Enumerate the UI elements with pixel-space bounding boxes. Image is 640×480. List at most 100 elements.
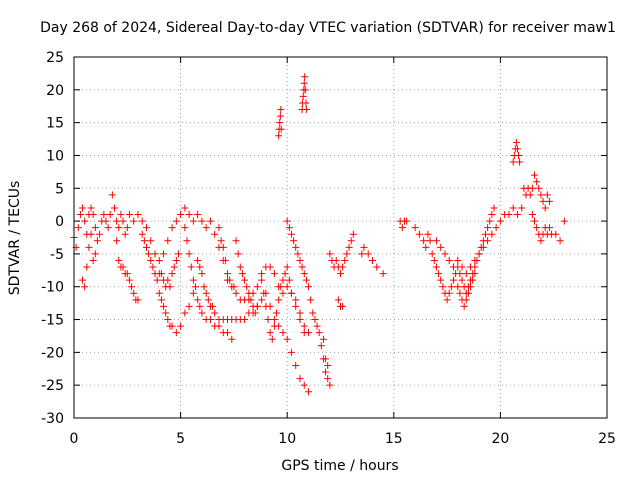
data-point <box>113 217 121 225</box>
data-point <box>509 204 517 212</box>
data-point <box>479 243 487 251</box>
data-point <box>277 283 285 291</box>
y-tick-label: -20 <box>41 345 64 361</box>
data-point <box>202 224 210 232</box>
data-point <box>245 289 253 297</box>
data-point <box>81 217 89 225</box>
data-point <box>415 230 423 238</box>
data-point <box>512 138 520 146</box>
data-point <box>215 224 223 232</box>
axis-ticks <box>73 56 608 419</box>
data-point <box>89 211 97 219</box>
data-point <box>247 296 255 304</box>
data-point <box>296 316 304 324</box>
data-point <box>172 217 180 225</box>
data-point <box>108 191 116 199</box>
data-point <box>253 302 261 310</box>
data-point <box>556 237 564 245</box>
data-point <box>445 256 453 264</box>
data-points <box>70 73 568 396</box>
data-point <box>76 211 84 219</box>
data-point <box>332 256 340 264</box>
data-point <box>198 270 206 278</box>
y-tick-label: -25 <box>41 378 64 394</box>
data-point <box>125 276 133 284</box>
data-point <box>537 237 545 245</box>
y-tick-label: 10 <box>46 148 64 164</box>
data-point <box>475 250 483 258</box>
data-point <box>151 250 159 258</box>
data-point <box>490 204 498 212</box>
data-point <box>279 289 287 297</box>
data-point <box>471 270 479 278</box>
data-point <box>533 224 541 232</box>
data-point <box>79 204 87 212</box>
data-point <box>300 79 308 87</box>
y-tick-label: 20 <box>46 83 64 99</box>
data-point <box>194 296 202 304</box>
x-tick-label: 0 <box>70 431 79 447</box>
data-point <box>343 250 351 258</box>
data-point <box>268 335 276 343</box>
data-point <box>300 322 308 330</box>
data-point <box>432 263 440 271</box>
data-point <box>241 276 249 284</box>
x-tick-label: 10 <box>278 431 296 447</box>
x-tick-labels: 0 5 10 15 20 25 <box>70 431 616 447</box>
data-point <box>373 263 381 271</box>
data-point <box>174 250 182 258</box>
y-axis-label: SDTVAR / TECUs <box>7 181 23 296</box>
data-point <box>91 250 99 258</box>
data-point <box>292 361 300 369</box>
y-tick-label: -30 <box>41 411 64 427</box>
data-point <box>283 263 291 271</box>
data-point <box>334 296 342 304</box>
x-tick-label: 5 <box>176 431 185 447</box>
data-point <box>258 276 266 284</box>
data-point <box>290 237 298 245</box>
data-point <box>177 211 185 219</box>
data-point <box>155 289 163 297</box>
data-point <box>87 230 95 238</box>
y-tick-label: 25 <box>46 50 64 66</box>
data-point <box>160 250 168 258</box>
data-point <box>403 217 411 225</box>
data-point <box>262 302 270 310</box>
plot-frame <box>73 56 608 419</box>
data-point <box>266 263 274 271</box>
data-point <box>509 158 517 166</box>
data-point <box>119 217 127 225</box>
data-point <box>157 270 165 278</box>
data-point <box>311 316 319 324</box>
data-point <box>147 237 155 245</box>
data-point <box>147 256 155 264</box>
data-point <box>204 296 212 304</box>
data-point <box>301 86 309 94</box>
data-point <box>456 289 464 297</box>
data-point <box>326 250 334 258</box>
data-point <box>258 296 266 304</box>
data-point <box>155 256 163 264</box>
data-point <box>168 322 176 330</box>
data-point <box>185 211 193 219</box>
data-point <box>513 211 521 219</box>
data-point <box>219 243 227 251</box>
data-point <box>270 316 278 324</box>
data-point <box>337 270 344 278</box>
data-point <box>398 224 406 232</box>
data-point <box>492 224 500 232</box>
data-point <box>486 217 494 225</box>
data-point <box>305 283 313 291</box>
data-point <box>115 256 123 264</box>
data-point <box>345 243 353 251</box>
data-point <box>368 256 376 264</box>
data-point <box>215 322 223 330</box>
data-point <box>447 283 455 291</box>
data-point <box>198 217 206 225</box>
data-point <box>324 375 332 383</box>
data-point <box>481 230 489 238</box>
data-point <box>287 289 295 297</box>
data-point <box>313 322 321 330</box>
data-point <box>287 230 295 238</box>
data-point <box>162 309 170 317</box>
